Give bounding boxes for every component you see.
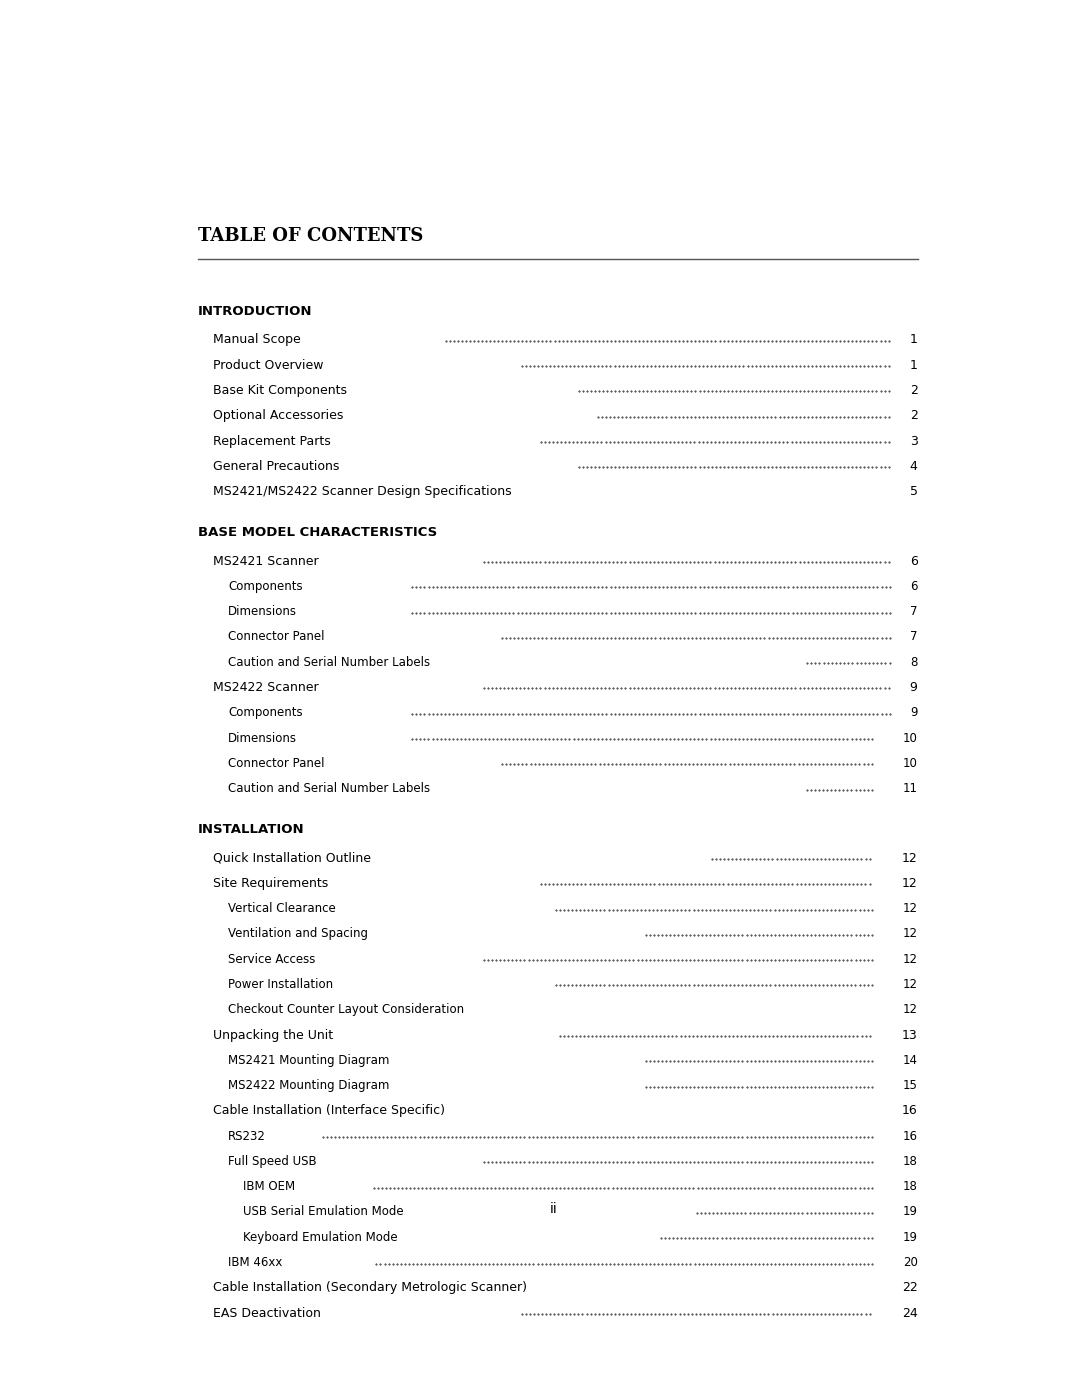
Text: 15: 15 [903, 1078, 918, 1092]
Text: 18: 18 [903, 1180, 918, 1193]
Text: 9: 9 [910, 707, 918, 719]
Text: 12: 12 [903, 953, 918, 965]
Text: Connector Panel: Connector Panel [228, 630, 324, 644]
Text: 6: 6 [909, 555, 918, 567]
Text: Caution and Serial Number Labels: Caution and Serial Number Labels [228, 655, 430, 669]
Text: 12: 12 [903, 978, 918, 990]
Text: 10: 10 [903, 732, 918, 745]
Text: 9: 9 [909, 680, 918, 694]
Text: Ventilation and Spacing: Ventilation and Spacing [228, 928, 368, 940]
Text: Checkout Counter Layout Consideration: Checkout Counter Layout Consideration [228, 1003, 464, 1016]
Text: 6: 6 [910, 580, 918, 592]
Text: 24: 24 [902, 1306, 918, 1320]
Text: Optional Accessories: Optional Accessories [213, 409, 343, 422]
Text: IBM 46xx: IBM 46xx [228, 1256, 282, 1268]
Text: MS2421 Scanner: MS2421 Scanner [213, 555, 319, 567]
Text: Keyboard Emulation Mode: Keyboard Emulation Mode [243, 1231, 397, 1243]
Text: Quick Installation Outline: Quick Installation Outline [213, 852, 370, 865]
Text: Manual Scope: Manual Scope [213, 334, 300, 346]
Text: Caution and Serial Number Labels: Caution and Serial Number Labels [228, 782, 430, 795]
Text: 12: 12 [902, 852, 918, 865]
Text: 2: 2 [909, 409, 918, 422]
Text: 10: 10 [903, 757, 918, 770]
Text: Cable Installation (Secondary Metrologic Scanner): Cable Installation (Secondary Metrologic… [213, 1281, 527, 1294]
Text: MS2422 Scanner: MS2422 Scanner [213, 680, 319, 694]
Text: 2: 2 [909, 384, 918, 397]
Text: ii: ii [550, 1203, 557, 1217]
Text: 7: 7 [910, 630, 918, 644]
Text: 1: 1 [909, 359, 918, 372]
Text: Service Access: Service Access [228, 953, 315, 965]
Text: 12: 12 [902, 877, 918, 890]
Text: Components: Components [228, 707, 302, 719]
Text: Vertical Clearance: Vertical Clearance [228, 902, 336, 915]
Text: 22: 22 [902, 1281, 918, 1294]
Text: INTRODUCTION: INTRODUCTION [198, 305, 312, 317]
Text: 20: 20 [903, 1256, 918, 1268]
Text: Cable Installation (Interface Specific): Cable Installation (Interface Specific) [213, 1105, 445, 1118]
Text: 4: 4 [909, 460, 918, 472]
Text: Full Speed USB: Full Speed USB [228, 1155, 316, 1168]
Text: Connector Panel: Connector Panel [228, 757, 324, 770]
Text: MS2421/MS2422 Scanner Design Specifications: MS2421/MS2422 Scanner Design Specificati… [213, 485, 512, 499]
Text: 8: 8 [910, 655, 918, 669]
Text: Replacement Parts: Replacement Parts [213, 434, 330, 447]
Text: Power Installation: Power Installation [228, 978, 333, 990]
Text: 3: 3 [909, 434, 918, 447]
Text: 7: 7 [910, 605, 918, 617]
Text: 12: 12 [903, 928, 918, 940]
Text: General Precautions: General Precautions [213, 460, 339, 472]
Text: BASE MODEL CHARACTERISTICS: BASE MODEL CHARACTERISTICS [198, 525, 437, 539]
Text: 19: 19 [903, 1231, 918, 1243]
Text: Product Overview: Product Overview [213, 359, 323, 372]
Text: 1: 1 [909, 334, 918, 346]
Text: IBM OEM: IBM OEM [243, 1180, 295, 1193]
Text: USB Serial Emulation Mode: USB Serial Emulation Mode [243, 1206, 404, 1218]
Text: Components: Components [228, 580, 302, 592]
Text: MS2421 Mounting Diagram: MS2421 Mounting Diagram [228, 1053, 389, 1067]
Text: MS2422 Mounting Diagram: MS2422 Mounting Diagram [228, 1078, 389, 1092]
Text: 12: 12 [903, 902, 918, 915]
Text: Dimensions: Dimensions [228, 732, 297, 745]
Text: 5: 5 [909, 485, 918, 499]
Text: Dimensions: Dimensions [228, 605, 297, 617]
Text: Unpacking the Unit: Unpacking the Unit [213, 1028, 333, 1042]
Text: 18: 18 [903, 1155, 918, 1168]
Text: RS232: RS232 [228, 1130, 266, 1143]
Text: 16: 16 [903, 1130, 918, 1143]
Text: 14: 14 [903, 1053, 918, 1067]
Text: TABLE OF CONTENTS: TABLE OF CONTENTS [198, 226, 423, 244]
Text: 19: 19 [903, 1206, 918, 1218]
Text: EAS Deactivation: EAS Deactivation [213, 1306, 321, 1320]
Text: 13: 13 [902, 1028, 918, 1042]
Text: INSTALLATION: INSTALLATION [198, 823, 305, 835]
Text: 12: 12 [903, 1003, 918, 1016]
Text: 11: 11 [903, 782, 918, 795]
Text: 16: 16 [902, 1105, 918, 1118]
Text: Site Requirements: Site Requirements [213, 877, 328, 890]
Text: Base Kit Components: Base Kit Components [213, 384, 347, 397]
